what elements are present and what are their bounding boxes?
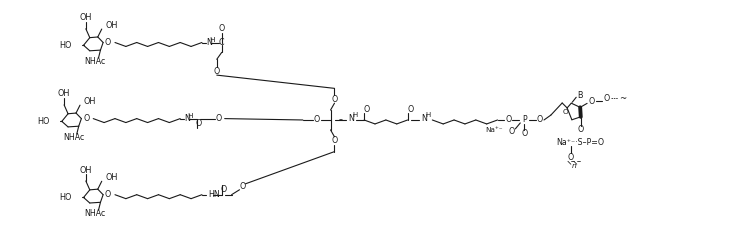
Text: OH: OH <box>80 14 92 22</box>
Text: O: O <box>407 105 414 114</box>
Text: O: O <box>562 109 568 115</box>
Text: O: O <box>216 114 222 123</box>
Text: HO: HO <box>59 41 72 50</box>
Text: O: O <box>509 127 515 136</box>
Text: O: O <box>105 190 111 199</box>
Text: OH: OH <box>106 21 118 30</box>
Text: H: H <box>209 36 214 42</box>
Text: ~: ~ <box>619 94 626 103</box>
Text: C: C <box>219 38 224 47</box>
Text: O: O <box>239 182 245 191</box>
Text: N: N <box>206 38 212 47</box>
Text: N: N <box>348 114 354 123</box>
Text: O: O <box>604 94 610 103</box>
Text: H: H <box>352 112 358 118</box>
Text: O: O <box>218 24 225 33</box>
Text: OH: OH <box>58 90 70 99</box>
Text: O: O <box>220 185 226 194</box>
Text: O: O <box>589 97 596 106</box>
Text: O: O <box>332 136 338 145</box>
Text: B: B <box>578 91 583 100</box>
Text: O: O <box>506 115 512 124</box>
Text: P: P <box>522 115 526 124</box>
Text: O: O <box>364 105 370 114</box>
Text: O: O <box>83 114 89 123</box>
Text: OH: OH <box>80 166 92 175</box>
Text: n: n <box>572 163 576 169</box>
Text: NHAc: NHAc <box>85 209 106 218</box>
Text: O: O <box>196 119 202 128</box>
Text: NHAc: NHAc <box>85 57 106 66</box>
Text: Na⁺⁻·S–P=O: Na⁺⁻·S–P=O <box>556 138 604 147</box>
Text: H: H <box>426 112 431 118</box>
Text: O: O <box>314 115 320 124</box>
Text: Na⁺⁻: Na⁺⁻ <box>484 127 502 133</box>
Text: O: O <box>537 115 543 124</box>
Text: N: N <box>184 114 190 123</box>
Text: NHAc: NHAc <box>63 133 84 142</box>
Text: O: O <box>332 95 338 104</box>
Text: HN: HN <box>208 190 220 199</box>
Text: HO: HO <box>59 193 72 202</box>
Text: O: O <box>521 129 527 138</box>
Text: –: – <box>338 115 343 124</box>
Text: O: O <box>578 125 584 134</box>
Text: O: O <box>105 38 111 47</box>
Text: OH: OH <box>84 97 96 106</box>
Text: O: O <box>568 153 574 162</box>
Text: N: N <box>422 114 428 123</box>
Text: HO: HO <box>38 117 50 126</box>
Text: OH: OH <box>106 173 118 182</box>
Text: O: O <box>214 67 220 76</box>
Text: H: H <box>188 113 193 119</box>
